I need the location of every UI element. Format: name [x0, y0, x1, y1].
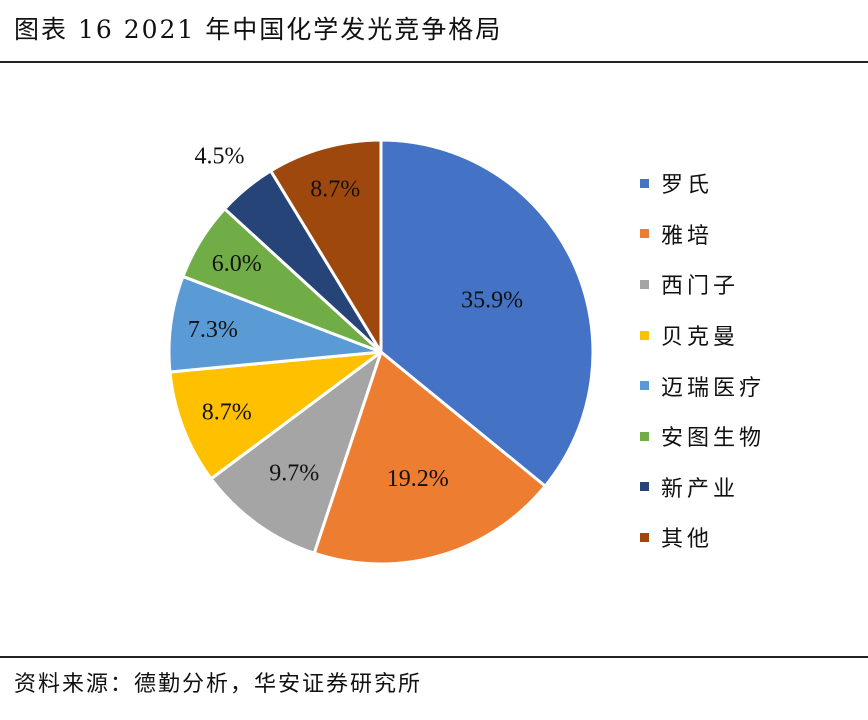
chart-title: 图表 16 2021 年中国化学发光竞争格局: [14, 15, 503, 44]
slice-data-label: 6.0%: [212, 251, 262, 277]
pie-slice: [167, 274, 383, 374]
slice-data-label: 9.7%: [269, 460, 319, 486]
legend-label: 西门子: [661, 274, 740, 300]
legend-item: 其他: [640, 512, 765, 563]
slice-data-label: 35.9%: [461, 287, 523, 313]
legend-item: 雅培: [640, 209, 765, 260]
legend-item: 西门子: [640, 259, 765, 310]
legend-swatch: [640, 330, 649, 340]
legend-swatch: [640, 178, 649, 188]
pie-slice: [269, 138, 383, 354]
legend-item: 新产业: [640, 462, 765, 513]
bottom-divider: [0, 656, 868, 658]
legend-swatch: [640, 482, 649, 492]
slice-data-label: 8.7%: [202, 399, 252, 425]
legend-swatch: [640, 431, 649, 441]
legend-item: 贝克曼: [640, 310, 765, 361]
legend-label: 新产业: [661, 476, 740, 502]
legend-swatch: [640, 279, 649, 289]
legend-label: 安图生物: [661, 426, 766, 452]
pie-slice: [379, 138, 595, 488]
legend-item: 罗氏: [640, 158, 765, 209]
legend-label: 罗氏: [661, 173, 714, 199]
legend-label: 迈瑞医疗: [661, 375, 766, 401]
slice-data-label: 19.2%: [387, 466, 449, 492]
top-divider: [0, 61, 868, 63]
pie-slice: [312, 350, 547, 566]
legend-label: 雅培: [661, 223, 714, 249]
legend-label: 贝克曼: [661, 325, 740, 351]
legend-label: 其他: [661, 527, 714, 553]
legend-item: 安图生物: [640, 411, 765, 462]
legend-swatch: [640, 532, 649, 542]
slice-data-label: 4.5%: [195, 144, 245, 170]
legend: 罗氏雅培西门子贝克曼迈瑞医疗安图生物新产业其他: [640, 158, 765, 563]
slice-data-label: 8.7%: [310, 177, 360, 203]
pie-slice: [209, 350, 383, 555]
slice-data-label: 7.3%: [188, 317, 238, 343]
legend-item: 迈瑞医疗: [640, 360, 765, 411]
source-note: 资料来源：德勤分析，华安证券研究所: [14, 672, 423, 697]
legend-swatch: [640, 229, 649, 239]
legend-swatch: [640, 381, 649, 391]
pie-slice: [168, 350, 383, 481]
